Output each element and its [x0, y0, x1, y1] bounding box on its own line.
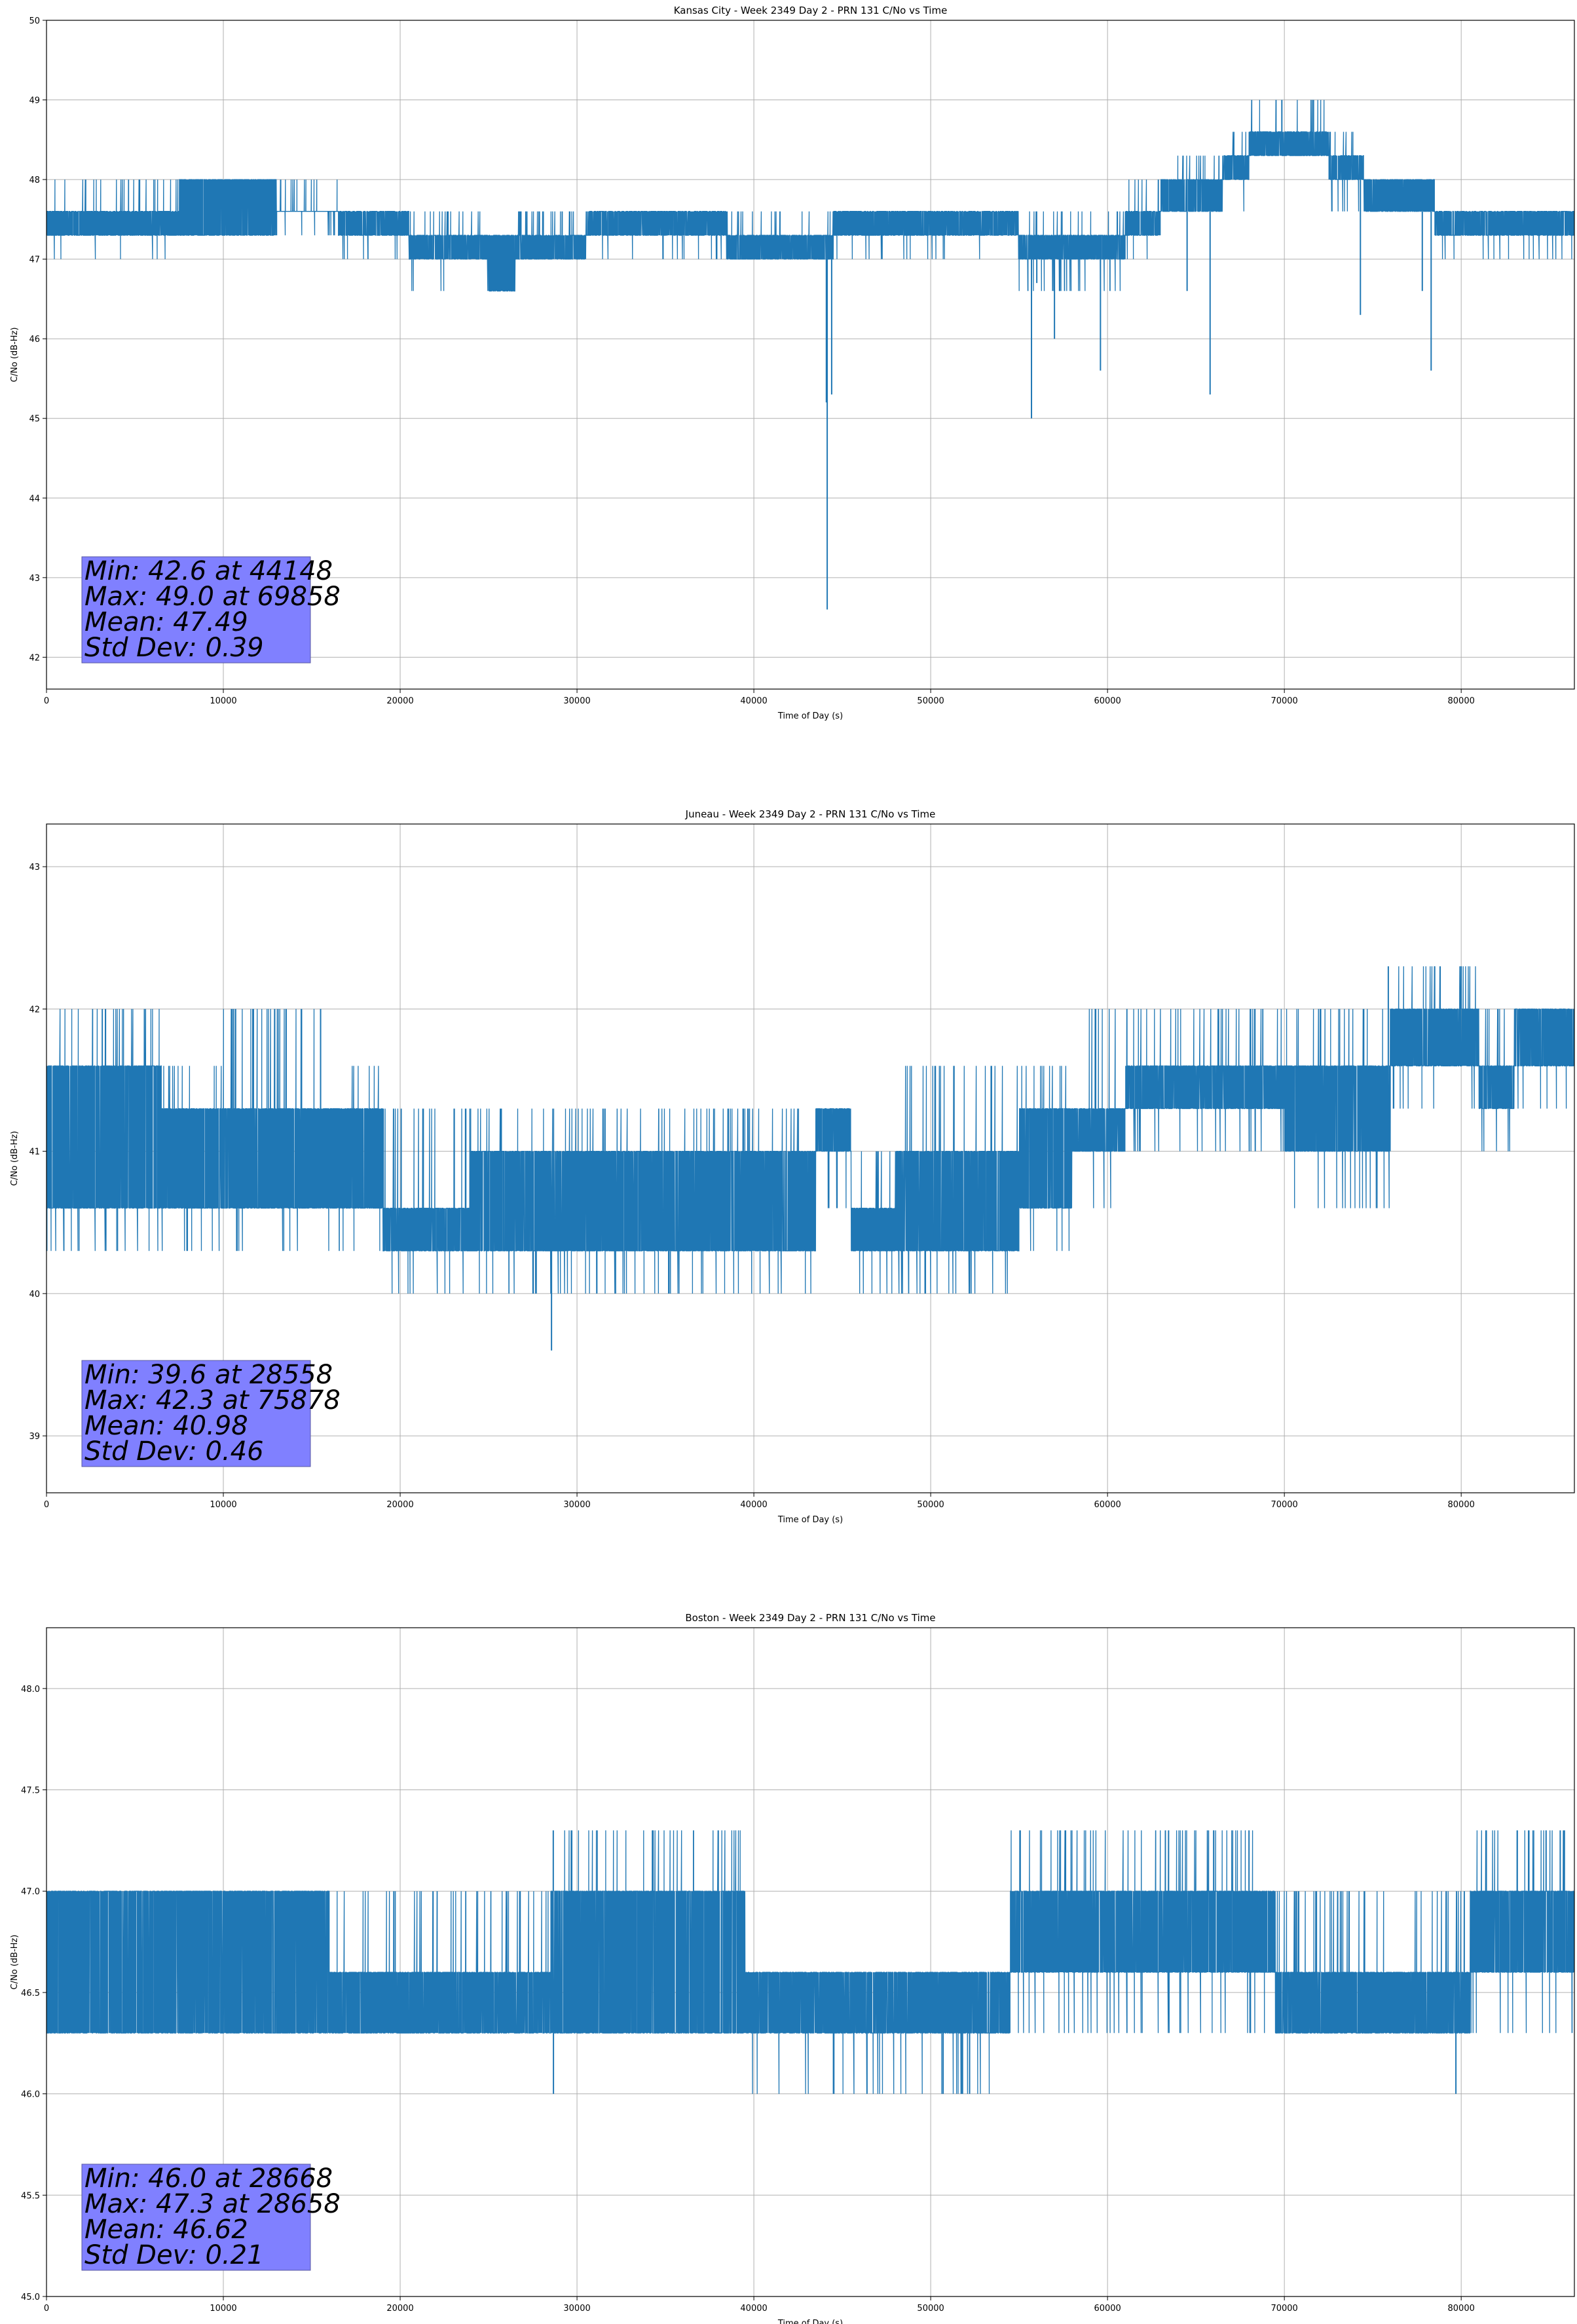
y-tick-label: 48	[29, 176, 40, 185]
axes-frame	[46, 823, 1575, 1493]
series-line	[46, 966, 1574, 1294]
axes-frame	[46, 1627, 1575, 2297]
y-tick-label: 49	[29, 96, 40, 106]
x-tick-label: 50000	[917, 1500, 944, 1510]
y-tick-label: 41	[29, 1148, 40, 1157]
stats-box	[81, 2164, 311, 2271]
y-axis-label: C/No (dB-Hz)	[10, 1131, 20, 1186]
x-tick-label: 70000	[1271, 2304, 1297, 2314]
chart-title: Boston - Week 2349 Day 2 - PRN 131 C/No …	[685, 1612, 935, 1624]
x-tick-label: 30000	[563, 1500, 590, 1510]
data-series	[46, 966, 1574, 1351]
chart-panel-juneau: 0 10000 20000 30000 40000 50000 60000 70000 8000…	[10, 808, 1575, 1525]
stats-line3: Mean: 40.98	[84, 1411, 248, 1441]
y-tick-label: 43	[29, 863, 40, 872]
x-tick-label: 80000	[1448, 2304, 1475, 2314]
x-tick-label: 30000	[563, 2304, 590, 2314]
x-tick-label: 20000	[386, 696, 413, 706]
y-tick-label: 40	[29, 1290, 40, 1300]
y-tick-label: 42	[29, 1005, 40, 1015]
x-tick-label: 60000	[1094, 1500, 1121, 1510]
y-tick-label: 50	[29, 16, 40, 26]
y-tick-label: 39	[29, 1432, 40, 1442]
x-tick-label: 70000	[1271, 696, 1297, 706]
x-tick-label: 20000	[386, 1500, 413, 1510]
series-line	[46, 100, 1574, 291]
data-series	[46, 100, 1574, 610]
x-tick-label: 60000	[1094, 696, 1121, 706]
chart-title: Kansas City - Week 2349 Day 2 - PRN 131 …	[674, 5, 948, 16]
x-axis-label: Time of Day (s)	[777, 711, 843, 721]
x-tick-label: 50000	[917, 696, 944, 706]
data-series	[46, 1830, 1574, 2094]
y-axis-label: C/No (dB-Hz)	[10, 1935, 20, 1990]
x-tick-label: 0	[44, 1500, 49, 1510]
x-tick-label: 50000	[917, 2304, 944, 2314]
y-tick-label: 43	[29, 574, 40, 584]
x-tick-label: 10000	[210, 1500, 236, 1510]
x-tick-label: 40000	[740, 2304, 767, 2314]
stats-line2: Max: 49.0 at 69858	[84, 582, 341, 612]
y-tick-label: 45.0	[21, 2293, 40, 2302]
y-tick-label: 47.5	[21, 1786, 40, 1796]
axes-frame	[46, 20, 1575, 690]
stats-line1: Min: 46.0 at 28668	[84, 2164, 333, 2194]
y-tick-label: 47.0	[21, 1887, 40, 1897]
y-tick-label: 42	[29, 653, 40, 663]
stats-line3: Mean: 46.62	[84, 2215, 248, 2245]
x-tick-label: 30000	[563, 696, 590, 706]
x-tick-label: 70000	[1271, 1500, 1297, 1510]
stats-box	[81, 556, 311, 664]
x-tick-label: 40000	[740, 1500, 767, 1510]
chart-panel-kansas-city: 0 10000 20000 30000 40000 50000 60000 70000 8000…	[10, 5, 1575, 721]
stats-line4: Std Dev: 0.46	[84, 1436, 264, 1467]
x-tick-label: 80000	[1448, 1500, 1475, 1510]
x-tick-label: 60000	[1094, 2304, 1121, 2314]
stats-line2: Max: 42.3 at 75878	[84, 1385, 341, 1415]
x-tick-label: 0	[44, 2304, 49, 2314]
y-tick-label: 46.5	[21, 1989, 40, 1998]
chart-panel-boston: 0 10000 20000 30000 40000 50000 60000 70000 8000…	[10, 1612, 1575, 2324]
x-tick-label: 10000	[210, 696, 236, 706]
y-axis-label: C/No (dB-Hz)	[10, 328, 20, 383]
x-axis-label: Time of Day (s)	[777, 1515, 843, 1525]
x-tick-label: 80000	[1448, 696, 1475, 706]
y-tick-label: 45.5	[21, 2191, 40, 2201]
stats-line4: Std Dev: 0.39	[84, 633, 264, 663]
y-tick-label: 46	[29, 335, 40, 345]
y-tick-label: 44	[29, 494, 40, 504]
series-line	[46, 1830, 1574, 2094]
x-tick-label: 20000	[386, 2304, 413, 2314]
y-tick-label: 48.0	[21, 1685, 40, 1695]
x-tick-label: 10000	[210, 2304, 236, 2314]
stats-line4: Std Dev: 0.21	[84, 2240, 264, 2270]
x-tick-label: 0	[44, 696, 49, 706]
stats-line1: Min: 42.6 at 44148	[84, 556, 333, 586]
y-tick-label: 46.0	[21, 2090, 40, 2100]
y-tick-label: 47	[29, 255, 40, 265]
x-tick-label: 40000	[740, 696, 767, 706]
x-axis-label: Time of Day (s)	[777, 2319, 843, 2324]
stats-line1: Min: 39.6 at 28558	[84, 1360, 333, 1390]
y-tick-label: 45	[29, 415, 40, 424]
stats-line3: Mean: 47.49	[84, 607, 248, 637]
chart-title: Juneau - Week 2349 Day 2 - PRN 131 C/No …	[685, 808, 936, 820]
stats-line2: Max: 47.3 at 28658	[84, 2189, 341, 2219]
stats-box	[81, 1360, 311, 1467]
